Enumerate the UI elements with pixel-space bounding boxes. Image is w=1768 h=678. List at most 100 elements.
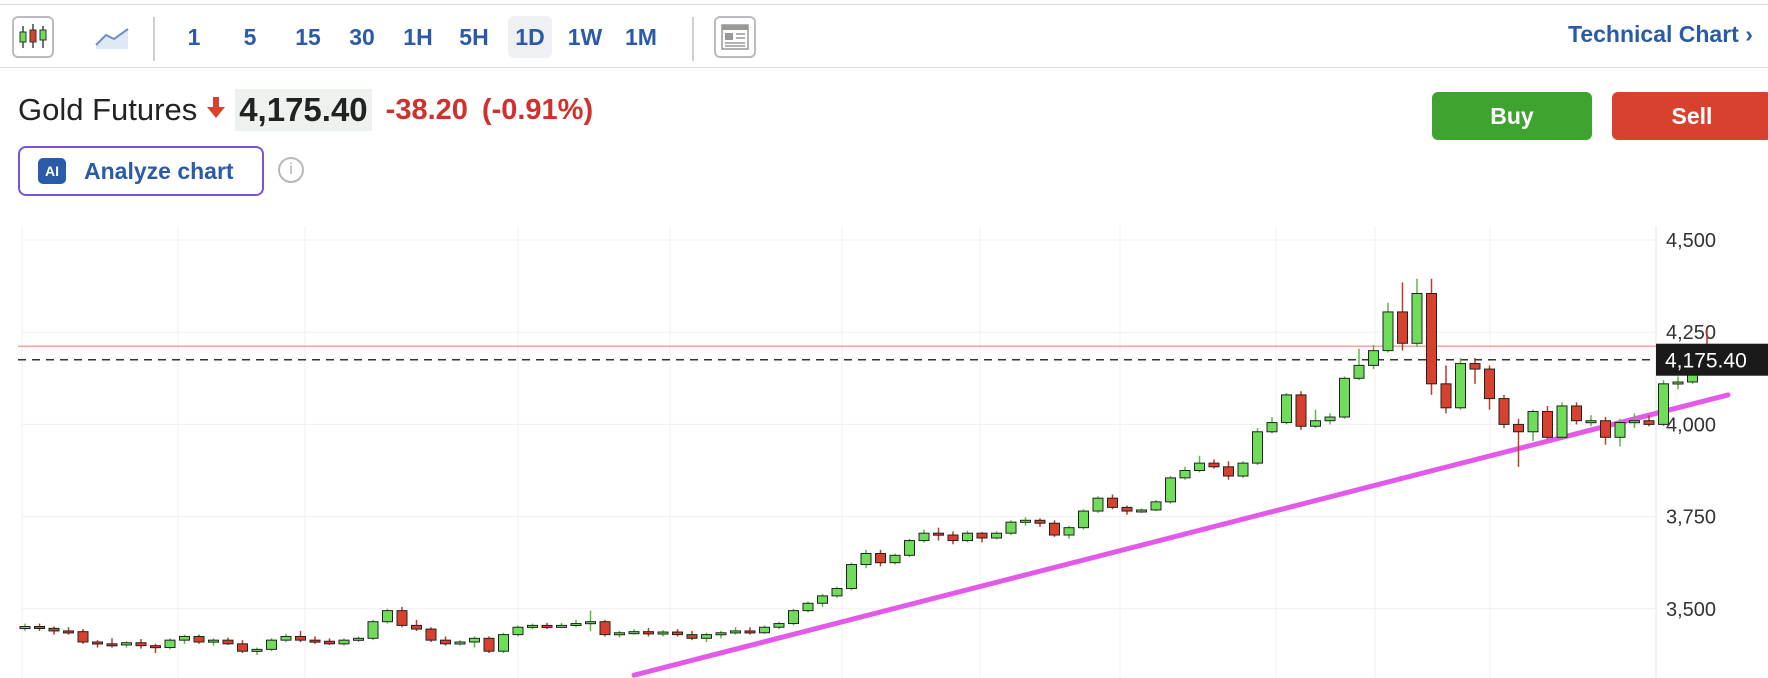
candle-body <box>1643 420 1655 425</box>
sell-button[interactable]: Sell <box>1612 92 1768 140</box>
buy-button[interactable]: Buy <box>1432 92 1592 140</box>
candle-body <box>1310 420 1321 427</box>
candle-body <box>628 631 640 635</box>
candle-body <box>411 624 422 630</box>
last-price: 4,175.40 <box>235 89 372 131</box>
candle-body <box>1368 350 1379 366</box>
candle-body <box>585 621 596 625</box>
instrument-header: Gold Futures 4,175.40 -38.20 (-0.91%) <box>18 89 594 131</box>
candle-body <box>338 639 350 645</box>
candle-body <box>715 632 727 636</box>
interval-30[interactable]: 30 <box>349 23 375 50</box>
candle-body <box>686 634 698 639</box>
last-price-tag-label: 4,175.40 <box>1665 350 1747 373</box>
candle-body <box>1571 405 1582 422</box>
candle-body <box>1542 410 1553 438</box>
technical-chart-label: Technical Chart <box>1568 21 1739 47</box>
candle-body <box>1136 509 1147 513</box>
candle-body <box>701 634 712 639</box>
technical-chart-link[interactable]: Technical Chart › <box>1568 21 1753 48</box>
candle-body <box>1005 521 1017 534</box>
candle-body <box>309 639 321 643</box>
candle-body <box>222 639 234 645</box>
toolbar-separator <box>153 17 155 61</box>
interval-1m[interactable]: 1M <box>625 23 657 50</box>
candle-body <box>933 532 944 536</box>
ai-icon: AI <box>38 158 66 184</box>
candle-body <box>77 631 89 643</box>
chart-toolbar: 1 5 15 30 1H 5H 1D 1W 1M Technical Chart… <box>0 5 1768 68</box>
candle-body <box>396 610 408 626</box>
candle-body <box>498 634 509 652</box>
candle-body <box>1295 394 1307 427</box>
candle-body <box>106 643 118 647</box>
candle-body <box>773 623 785 628</box>
candle-body <box>962 532 973 542</box>
candle-body <box>1498 398 1510 425</box>
candle-body <box>1092 497 1104 512</box>
candle-body <box>19 626 31 630</box>
candle-body <box>1527 410 1539 433</box>
candle-body <box>1353 364 1365 379</box>
candle-body <box>904 540 915 556</box>
price-chart[interactable]: 4,500 4,250 4,000 3,750 3,500 4,175.40 <box>0 226 1768 678</box>
candle-body <box>469 637 480 643</box>
candlestick-icon[interactable] <box>12 16 54 58</box>
info-icon[interactable]: i <box>278 157 304 183</box>
price-change: -38.20 <box>385 93 468 126</box>
candle-body <box>1440 383 1452 409</box>
layout-icon[interactable] <box>714 16 756 58</box>
interval-5h[interactable]: 5H <box>459 23 489 50</box>
candle-body <box>63 630 74 634</box>
candle-body <box>1063 527 1075 536</box>
candle-body <box>730 630 741 634</box>
candle-body <box>1585 420 1597 424</box>
candle-body <box>92 641 103 645</box>
candle-body <box>1672 381 1684 385</box>
candle-body <box>1252 431 1263 464</box>
candle-body <box>324 640 335 645</box>
candle-body <box>1658 383 1669 425</box>
candle-body <box>889 554 901 564</box>
candle-body <box>1078 510 1089 529</box>
last-price-tag <box>1656 343 1768 376</box>
candle-body <box>1411 292 1423 344</box>
candle-body <box>991 532 1002 539</box>
y-tick-label: 4,000 <box>1666 414 1716 436</box>
instrument-name: Gold Futures <box>18 92 198 127</box>
interval-1h[interactable]: 1H <box>403 23 433 50</box>
candle-body <box>1382 311 1394 352</box>
candle-body <box>1281 394 1292 424</box>
candle-body <box>1513 423 1524 433</box>
candle-body <box>570 623 582 627</box>
candle-body <box>1223 466 1234 477</box>
candle-body <box>657 631 669 635</box>
candle-body <box>164 639 176 649</box>
price-change-percent: (-0.91%) <box>481 93 594 126</box>
interval-1[interactable]: 1 <box>187 23 201 50</box>
top-border <box>0 4 1768 5</box>
interval-1d[interactable]: 1D <box>508 16 552 58</box>
candle-body <box>1179 470 1191 479</box>
area-chart-icon[interactable] <box>90 16 134 58</box>
candle-body <box>1455 363 1466 409</box>
interval-5[interactable]: 5 <box>243 23 257 50</box>
candle-body <box>1208 462 1220 468</box>
candle-body <box>976 532 988 539</box>
trendline <box>631 392 1731 678</box>
candle-body <box>251 648 263 652</box>
candle-body <box>440 639 451 645</box>
arrow-down-icon <box>207 96 226 124</box>
candle-body <box>1426 292 1437 385</box>
candle-body <box>1600 420 1611 438</box>
analyze-chart-button[interactable]: AI Analyze chart <box>18 146 264 196</box>
candle-body <box>1266 422 1278 433</box>
candle-body <box>672 631 683 636</box>
candle-body <box>1020 519 1031 523</box>
candle-body <box>193 635 205 643</box>
candle-body <box>208 639 219 643</box>
candle-body <box>1034 519 1046 524</box>
interval-1w[interactable]: 1W <box>567 23 603 50</box>
interval-15[interactable]: 15 <box>295 23 321 50</box>
candle-body <box>1484 368 1495 400</box>
